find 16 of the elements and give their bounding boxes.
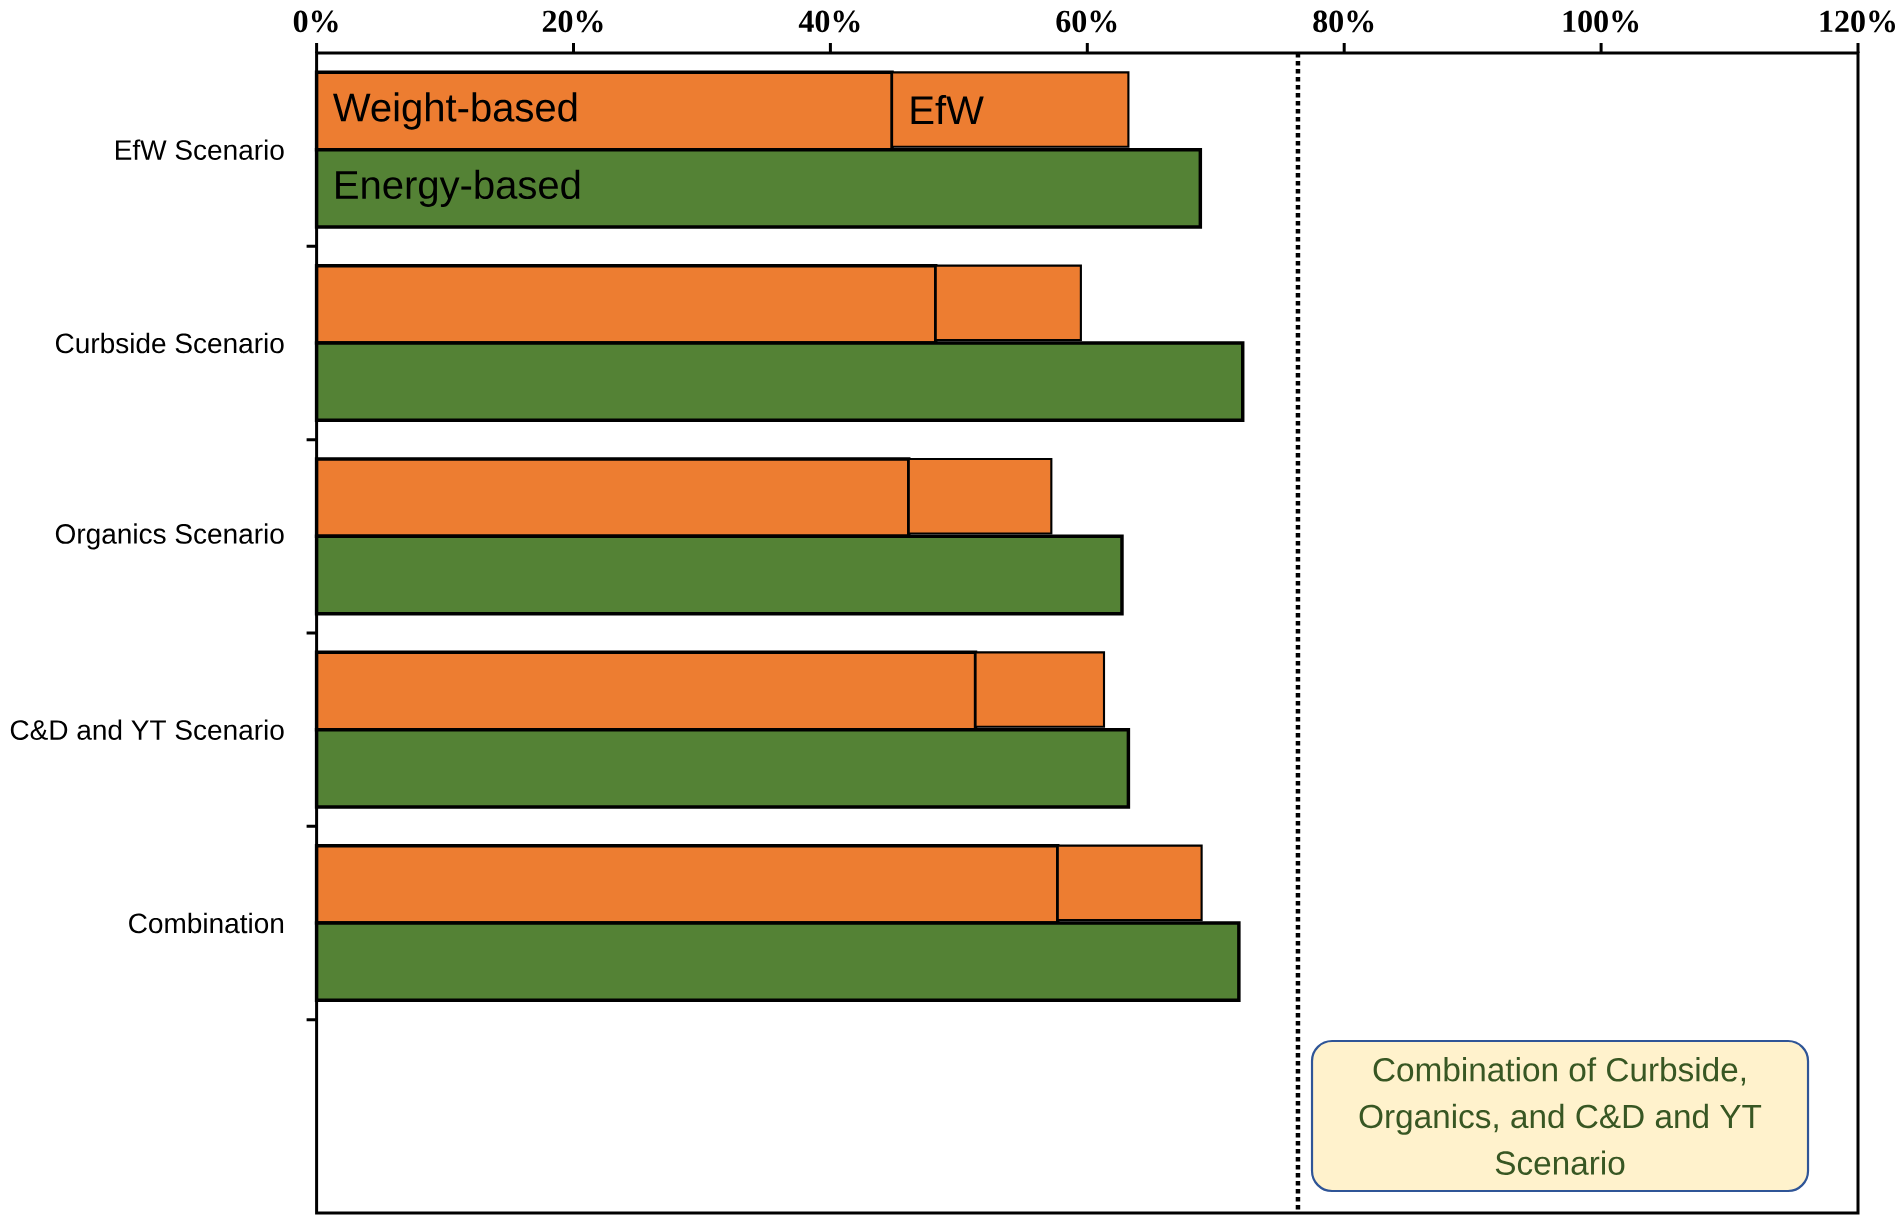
x-tick-label: 40% xyxy=(798,10,860,33)
series-label: Weight-based xyxy=(333,92,577,130)
x-tick-label: 100% xyxy=(1563,10,1639,33)
x-tick-label: 60% xyxy=(1056,10,1117,33)
y-tick-label: Curbside Scenario xyxy=(55,332,284,354)
x-tick-label: 0% xyxy=(293,10,338,33)
series-label: Energy-based xyxy=(336,169,580,207)
x-tick-label: 80% xyxy=(1313,10,1374,33)
y-tick-label: C&D and YT Scenario xyxy=(10,719,284,740)
x-tick-label: 20% xyxy=(542,10,603,33)
y-tick-label: EfW Scenario xyxy=(116,139,284,160)
series-label: EfW xyxy=(911,95,984,125)
annotation: Combination of Curbside, Organics, and C&D and YT Scenario xyxy=(1359,1057,1762,1175)
y-tick-label: Combination xyxy=(129,912,284,934)
x-tick-label: 120% xyxy=(1820,10,1895,33)
y-tick-label: Organics Scenario xyxy=(55,523,284,550)
